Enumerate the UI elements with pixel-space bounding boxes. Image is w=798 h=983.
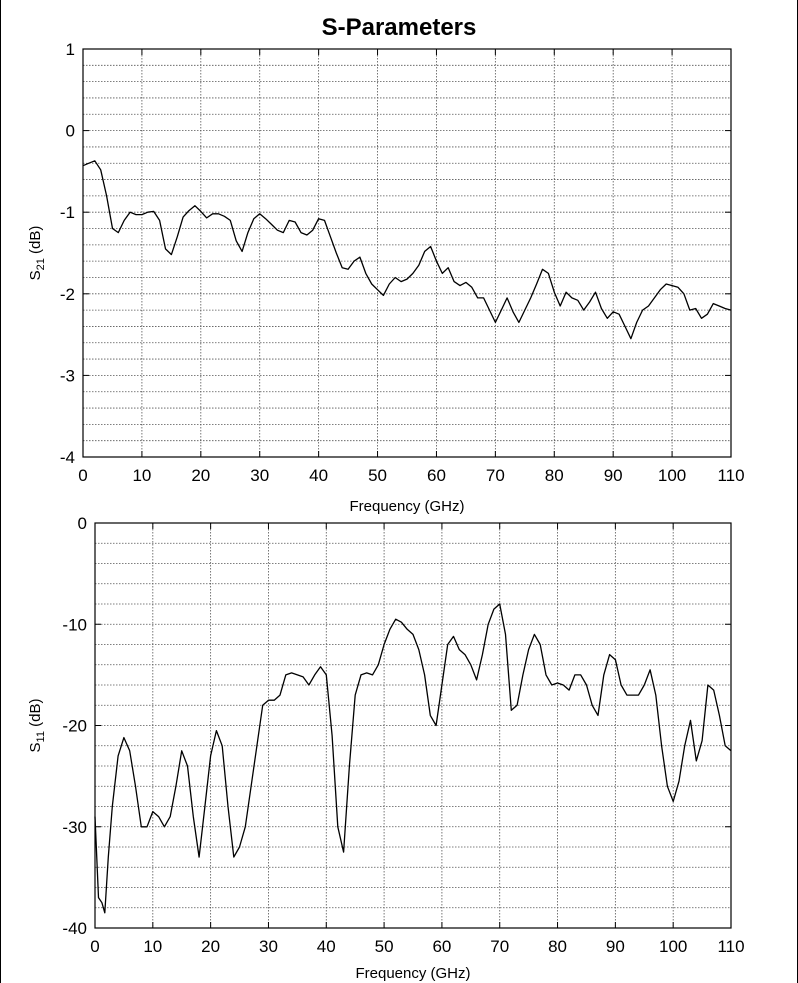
s11-y-tick-label: -10 <box>62 615 87 634</box>
s11-x-tick-label: 80 <box>548 937 567 956</box>
s11-x-tick-label: 110 <box>717 937 744 956</box>
s21-y-tick-label: -1 <box>60 203 75 222</box>
s21-y-tick-label: -3 <box>60 366 75 385</box>
s21-x-tick-label: 100 <box>658 466 686 485</box>
s21-x-tick-label: 20 <box>191 466 210 485</box>
s11-y-tick-label: -40 <box>62 919 87 938</box>
s21-y-tick-label: 0 <box>66 122 75 141</box>
s11-y-tick-label: -20 <box>62 717 87 736</box>
s21-x-tick-label: 90 <box>604 466 623 485</box>
s11-y-tick-label: -30 <box>62 818 87 837</box>
s11-x-tick-label: 50 <box>375 937 394 956</box>
s21-x-tick-label: 40 <box>309 466 328 485</box>
s21-x-tick-label: 50 <box>368 466 387 485</box>
s11-x-tick-label: 10 <box>143 937 162 956</box>
s21-x-tick-label: 60 <box>427 466 446 485</box>
figure-title: S-Parameters <box>321 14 477 41</box>
s11-x-tick-label: 100 <box>659 937 687 956</box>
s21-series-line <box>82 160 732 340</box>
s11-x-tick-label: 20 <box>201 937 220 956</box>
s21-plot-frame <box>82 48 732 458</box>
s11-x-tick-label: 70 <box>490 937 509 956</box>
s11-y-axis-label: S11 (dB) <box>27 699 47 753</box>
s21-x-tick-label: 0 <box>78 466 87 485</box>
s11-x-axis-label: Frequency (GHz) <box>355 965 470 982</box>
s11-x-tick-label: 30 <box>259 937 278 956</box>
s21-x-tick-label: 80 <box>545 466 564 485</box>
s11-x-tick-label: 0 <box>90 937 99 956</box>
s21-x-tick-label: 70 <box>486 466 505 485</box>
s21-x-tick-label: 30 <box>250 466 269 485</box>
s21-y-tick-label: -2 <box>60 285 75 304</box>
s21-x-tick-label: 110 <box>717 466 744 485</box>
s21-x-axis-label: Frequency (GHz) <box>349 498 464 515</box>
s11-series-line <box>94 603 732 914</box>
s21-y-tick-label: -4 <box>60 448 75 467</box>
s21-y-axis-label: S21 (dB) <box>27 226 47 281</box>
s11-x-tick-label: 40 <box>317 937 336 956</box>
s21-x-tick-label: 10 <box>132 466 151 485</box>
s11-x-tick-label: 60 <box>432 937 451 956</box>
s11-y-tick-label: 0 <box>78 514 87 533</box>
s11-x-tick-label: 90 <box>606 937 625 956</box>
s21-y-tick-label: 1 <box>66 40 75 59</box>
